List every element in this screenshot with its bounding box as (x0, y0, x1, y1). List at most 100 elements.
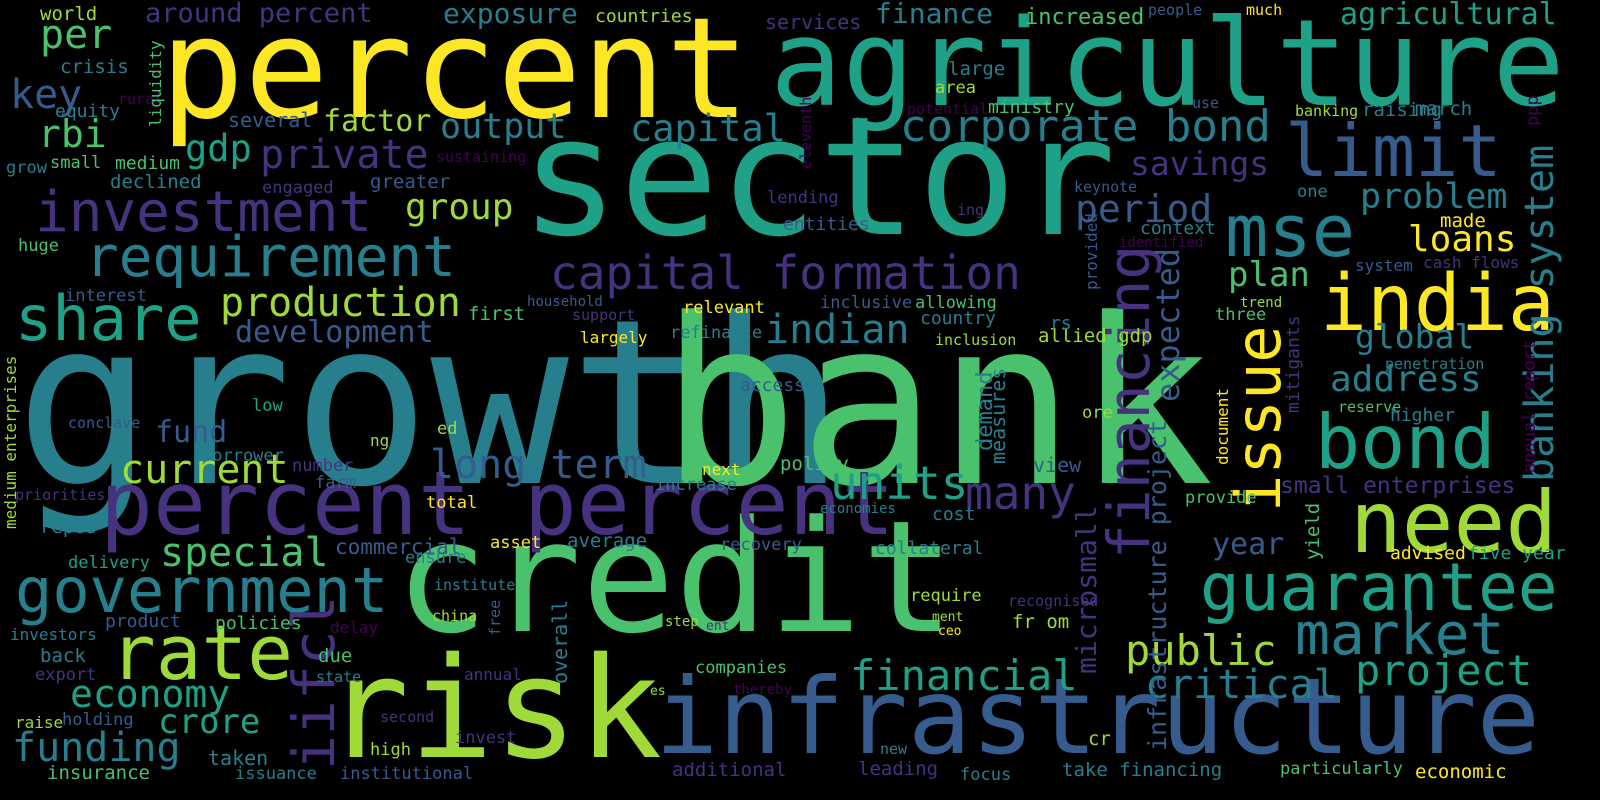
cloud-word-priorities: priorities (15, 486, 106, 504)
cloud-word-holding: holding (62, 710, 134, 730)
cloud-word-refinance: refinance (670, 323, 763, 343)
cloud-word-rural: rural (118, 90, 164, 108)
cloud-word-country: country (920, 308, 996, 329)
cloud-word-financial: financial (850, 651, 1078, 700)
cloud-word-economy: economy (70, 672, 231, 716)
cloud-word-services: services (765, 10, 862, 34)
cloud-word-entities: entities (783, 214, 870, 235)
cloud-word-ensure: ensure (405, 548, 467, 568)
cloud-word-inclusive: inclusive (820, 293, 913, 313)
cloud-word-ore: ore (1082, 403, 1113, 423)
cloud-word-advised: advised (1390, 543, 1466, 564)
cloud-word-policies: policies (215, 613, 302, 634)
cloud-word-commercial: commercial (335, 535, 462, 559)
cloud-word-public: public (1125, 626, 1277, 675)
cloud-word-infrastructure: infrastructure (655, 656, 1541, 778)
cloud-word-per: per (40, 12, 113, 58)
cloud-word-new: new (880, 740, 908, 758)
cloud-word-raise: raise (15, 713, 64, 732)
cloud-word-address: address (1330, 359, 1482, 400)
cloud-word-limit: limit (1285, 109, 1502, 193)
cloud-word-cost: cost (932, 504, 976, 525)
cloud-word-conclave: conclave (68, 414, 141, 432)
cloud-word-countries: countries (595, 6, 693, 27)
cloud-word-three: three (1215, 305, 1267, 325)
cloud-word-investment: investment (35, 180, 373, 245)
cloud-word-fr-om: fr om (1012, 611, 1070, 633)
cloud-word-economic: economic (1415, 761, 1507, 783)
cloud-word-cash-flows: cash flows (1423, 253, 1520, 272)
cloud-word-india: india (1320, 259, 1555, 349)
cloud-word-world: world (40, 3, 98, 25)
cloud-word-critical: critical (1145, 662, 1338, 708)
cloud-word-thereby: thereby (733, 682, 793, 698)
cloud-word-allied-gdp: allied gdp (1038, 325, 1153, 347)
cloud-word-much: much (1246, 1, 1283, 19)
cloud-word-collateral: collateral (875, 538, 984, 559)
cloud-word-insurance: insurance (47, 762, 150, 784)
cloud-word-borrower: borrower (202, 446, 284, 466)
cloud-word-plan: plan (1228, 255, 1310, 295)
cloud-word-finance: finance (875, 0, 994, 30)
cloud-word-mse: mse (1225, 189, 1356, 273)
cloud-word-agriculture: agriculture (770, 0, 1565, 134)
cloud-word-annual: annual (464, 665, 522, 684)
cloud-word-period: period (1075, 187, 1213, 231)
cloud-word-average: average (567, 530, 648, 552)
cloud-word-huge: huge (18, 236, 59, 256)
cloud-word-household: household (527, 294, 603, 310)
cloud-word-measures: measures (986, 367, 1010, 464)
cloud-word-keynote: keynote (1074, 178, 1138, 196)
cloud-word-banking: banking (1295, 102, 1359, 120)
cloud-word-recognised: recognised (1008, 592, 1099, 610)
cloud-word-special: special (160, 530, 329, 576)
cloud-word-ed: ed (437, 419, 458, 439)
cloud-word-potential: potential (907, 100, 989, 118)
cloud-word-policy: policy (780, 453, 849, 475)
cloud-word-high: high (370, 740, 411, 760)
cloud-word-need: need (1350, 473, 1558, 573)
cloud-word-document: document (1213, 387, 1232, 465)
cloud-word-companies: companies (695, 658, 788, 678)
cloud-word-investors: investors (10, 625, 97, 644)
cloud-word-provide: provide (1185, 488, 1257, 508)
cloud-word-infrastructure-project: infrastructure project (1143, 419, 1172, 751)
cloud-word-context: context (1140, 218, 1216, 239)
cloud-word-institutional: institutional (340, 764, 474, 784)
cloud-word-first: first (468, 303, 526, 325)
cloud-word-credit: credit (395, 487, 955, 668)
cloud-word-system: system (1355, 256, 1413, 275)
cloud-word-around-percent: around percent (145, 0, 373, 29)
cloud-word-capital-formation: capital formation (550, 246, 1021, 300)
cloud-word-capital: capital (630, 107, 786, 150)
cloud-word-made: made (1440, 210, 1486, 232)
cloud-word-savings: savings (1130, 144, 1270, 183)
cloud-word-inclusion: inclusion (935, 331, 1017, 349)
cloud-word-allowing: allowing (915, 293, 997, 313)
cloud-word-access: access (740, 375, 806, 396)
cloud-word-ing: ing (957, 201, 985, 219)
cloud-word-crore: crore (158, 702, 261, 742)
cloud-word-many: many (965, 466, 1076, 520)
cloud-word-year: year (1212, 527, 1285, 562)
cloud-word-mitigants: mitigants (1283, 315, 1304, 413)
cloud-word-sector: sector (520, 81, 1117, 273)
cloud-word-rate: rate (110, 608, 294, 697)
cloud-word-declined: declined (110, 171, 202, 193)
cloud-word-units: units (830, 456, 969, 510)
cloud-word-risk: risk (325, 628, 663, 791)
cloud-word-annual-report: annual report (1520, 339, 1540, 473)
cloud-word-problem: problem (1360, 177, 1508, 217)
cloud-word-small-enterprises: small enterprises (1280, 473, 1516, 499)
cloud-word-leading: leading (858, 758, 939, 780)
cloud-word-farm: farm (315, 473, 356, 493)
cloud-word-step: step (665, 614, 699, 630)
cloud-word-economies: economies (820, 501, 896, 517)
cloud-word-guarantee: guarantee (1200, 549, 1558, 626)
cloud-word-ent: ent (706, 619, 730, 634)
cloud-word-private: private (260, 132, 429, 178)
cloud-word-particularly: particularly (1280, 759, 1403, 779)
cloud-word-project: project (1355, 646, 1533, 695)
cloud-word-percent: percent (160, 0, 751, 151)
